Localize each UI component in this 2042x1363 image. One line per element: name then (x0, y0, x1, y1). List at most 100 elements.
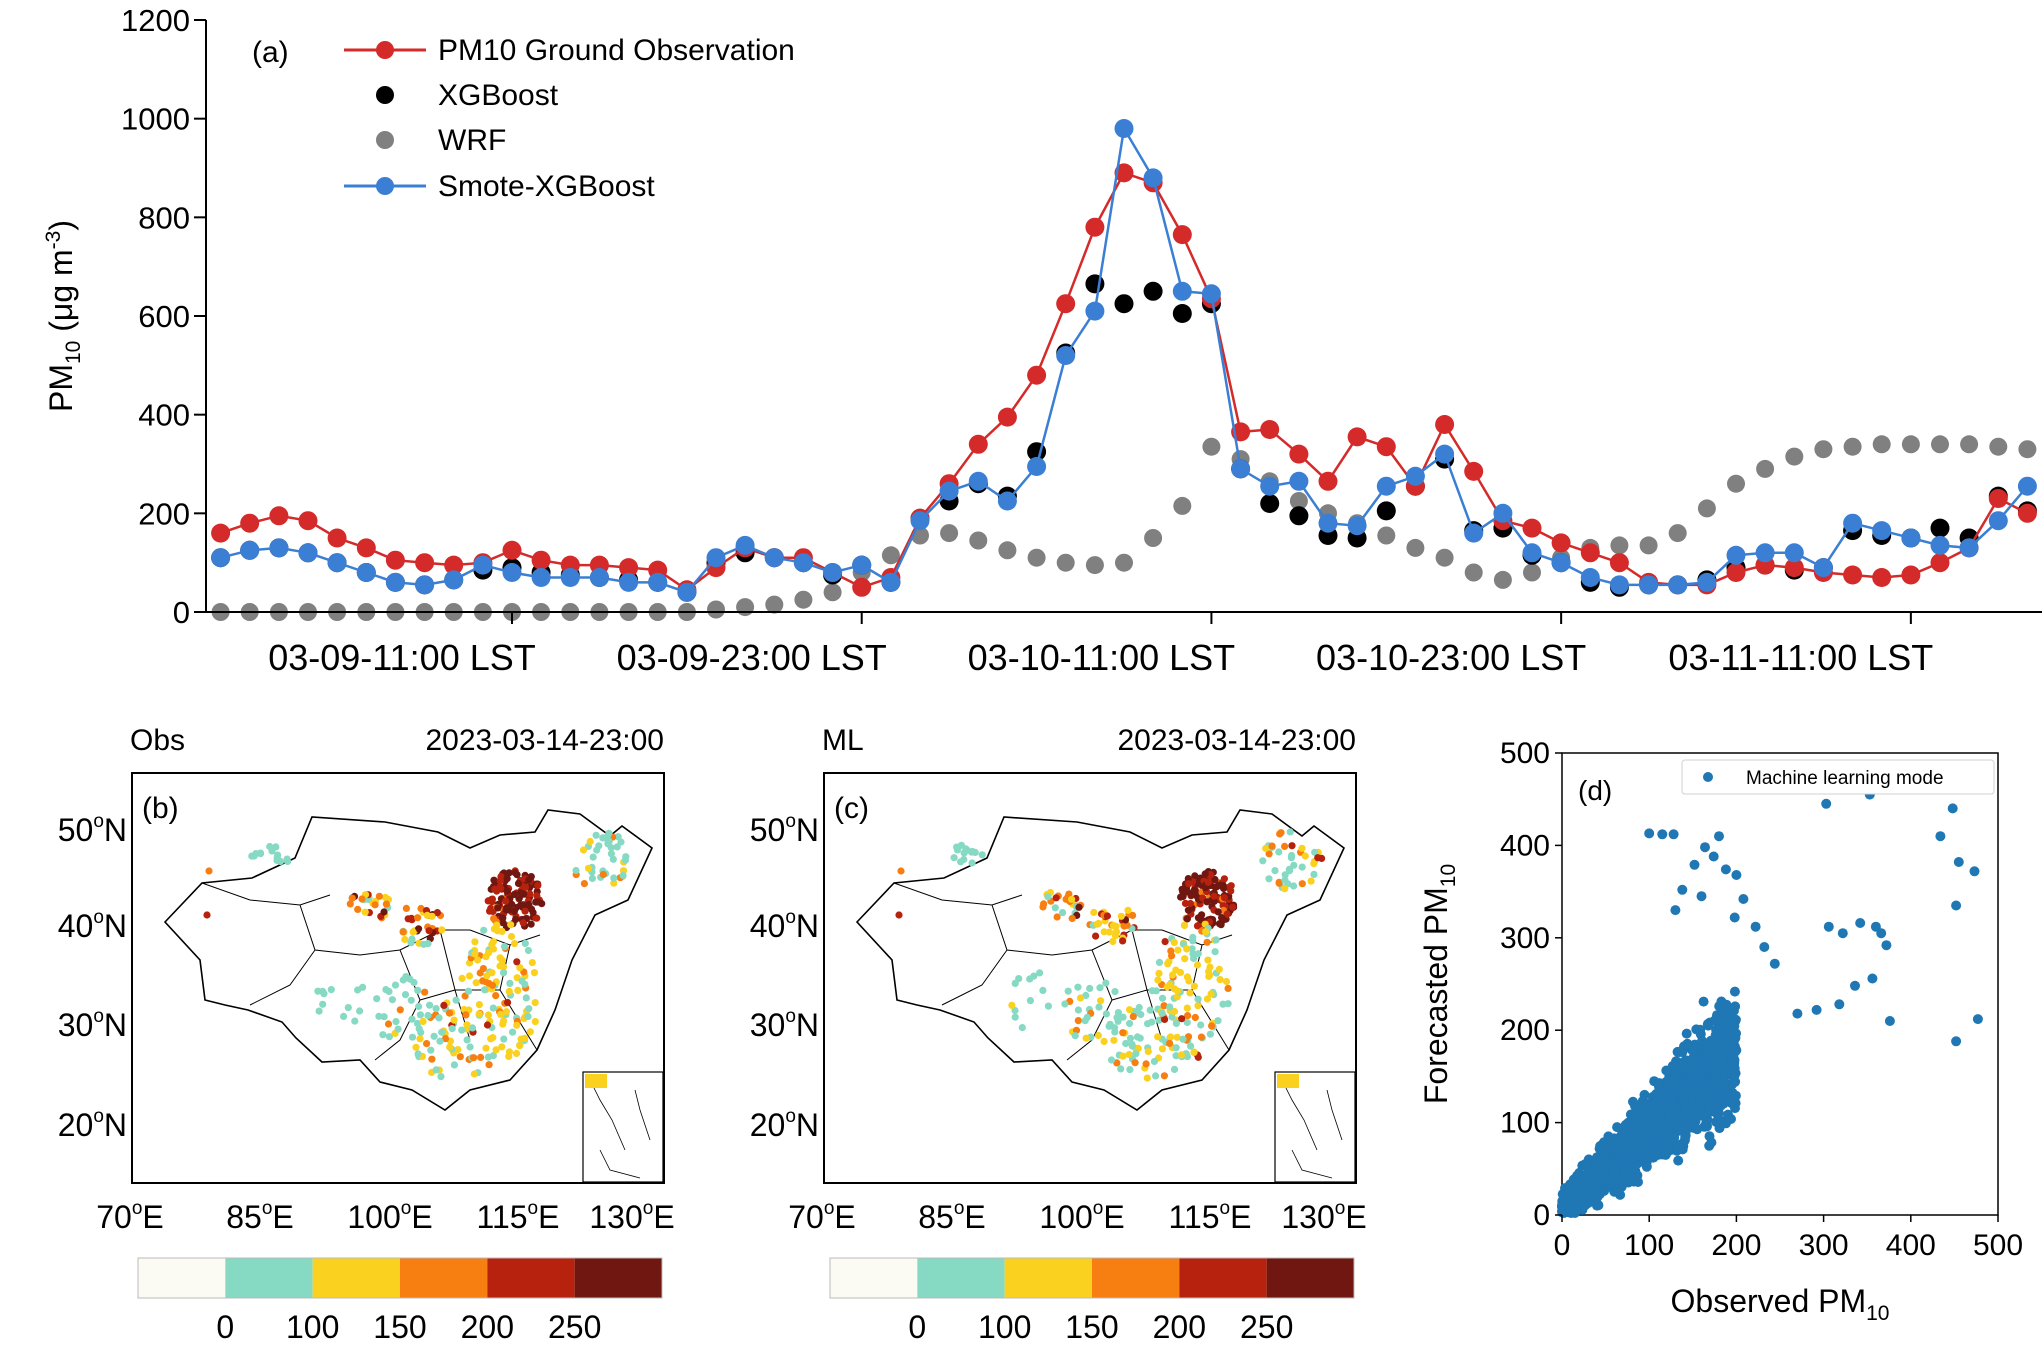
colorbar-swatch (1004, 1258, 1092, 1298)
station-dot (1194, 1002, 1202, 1010)
station-dot (401, 991, 410, 999)
station-dot (1172, 1019, 1180, 1027)
x-tick-label: 03-09-11:00 LST (268, 637, 536, 678)
point-wrf (1523, 563, 1541, 582)
station-dot (356, 1007, 364, 1015)
panel-a-marks (211, 119, 2037, 621)
station-dot (1168, 1013, 1176, 1021)
colorbar-swatch (1179, 1258, 1267, 1298)
panel-c-map-content (855, 809, 1356, 1183)
point-obs (968, 434, 988, 454)
scatter-point (1700, 842, 1710, 853)
station-dot (610, 879, 618, 887)
panel-b-lat-ticks: 50oN 40oN 30oN 20oN (58, 811, 127, 1143)
point-smote (1318, 513, 1338, 533)
station-dot (203, 911, 211, 919)
scatter-point (1640, 1139, 1651, 1149)
panel-b-map-obs: Obs 2023-03-14-23:00 50oN 40oN 30oN 20oN 70… (58, 724, 675, 1345)
station-dot (1214, 908, 1222, 916)
point-wrf (1668, 524, 1687, 543)
station-dot (521, 980, 529, 988)
scatter-point (1668, 1107, 1679, 1117)
point-smote (560, 568, 580, 587)
station-dot (607, 850, 616, 858)
scatter-point (1673, 1155, 1684, 1166)
station-dot (373, 995, 381, 1003)
scatter-point (1730, 1001, 1741, 1012)
station-dot (617, 838, 625, 846)
scatter-point (1724, 1048, 1735, 1059)
station-dot (514, 879, 523, 888)
scatter-point (1593, 1167, 1604, 1178)
legend-marker-smote (376, 177, 394, 195)
station-dot (1211, 875, 1219, 884)
panel-b-map-content (163, 809, 664, 1183)
scatter-point (1580, 1184, 1591, 1195)
station-dot (499, 1020, 507, 1028)
station-dot (1071, 1032, 1079, 1040)
station-dot (1075, 903, 1083, 911)
station-dot (1218, 914, 1226, 922)
station-dot (1281, 885, 1289, 893)
station-dot (1190, 1048, 1198, 1056)
point-obs (1172, 225, 1192, 245)
station-dot (510, 890, 518, 899)
x-tick-label: 300 (1799, 1229, 1849, 1262)
scatter-point (1708, 851, 1719, 862)
point-wrf (1464, 563, 1483, 582)
colorbar-tick-label: 150 (373, 1309, 426, 1345)
scatter-point (1688, 1105, 1699, 1116)
station-dot (375, 892, 383, 900)
station-dot (1172, 1044, 1180, 1052)
station-dot (1215, 920, 1224, 928)
lon-tick-label: 100oE (347, 1198, 432, 1235)
point-smote (502, 563, 522, 582)
legend-marker-obs (376, 41, 394, 59)
station-dot (423, 911, 431, 919)
station-dot (412, 1043, 420, 1051)
station-dot (1053, 913, 1061, 921)
station-dot (498, 927, 506, 936)
point-wrf (1960, 435, 1979, 454)
station-dot (1167, 1033, 1175, 1041)
scatter-point (1947, 803, 1958, 814)
scatter-point (1792, 1008, 1803, 1019)
station-dot (1164, 960, 1172, 968)
legend-label-xgboost: XGBoost (438, 79, 559, 112)
station-dot (1154, 976, 1162, 984)
scatter-point (1712, 1044, 1723, 1055)
station-dot (1112, 928, 1121, 936)
scatter-point (1600, 1175, 1610, 1186)
panel-c-lat-ticks: 50oN 40oN 30oN 20oN (750, 811, 819, 1143)
station-dot (1026, 997, 1034, 1005)
point-wrf (1377, 526, 1396, 545)
point-obs (444, 555, 464, 575)
station-dot (1008, 1001, 1016, 1009)
station-dot (379, 1031, 387, 1039)
scatter-point (1721, 999, 1732, 1010)
station-dot (1286, 828, 1294, 836)
station-dot (392, 1018, 400, 1026)
scatter-point (1706, 1137, 1717, 1148)
scatter-point (1884, 1016, 1895, 1026)
station-dot (348, 894, 356, 902)
station-dot (1227, 887, 1235, 895)
station-dot (1102, 979, 1110, 987)
station-dot (1191, 888, 1199, 896)
station-dot (385, 1033, 393, 1041)
scatter-point (1720, 864, 1731, 875)
y-tick-label: 200 (138, 496, 190, 531)
point-smote (531, 568, 551, 587)
station-dot (1298, 863, 1306, 871)
point-obs (298, 511, 318, 531)
colorbar-tick-label: 150 (1065, 1309, 1118, 1345)
station-dot (1281, 871, 1289, 879)
point-wrf (969, 531, 988, 550)
point-smote (852, 555, 872, 575)
y-tick-label: 0 (173, 595, 190, 630)
panel-c-right-title: 2023-03-14-23:00 (1117, 724, 1356, 757)
scatter-point (1629, 1162, 1640, 1173)
station-dot (496, 877, 504, 885)
point-smote (648, 572, 668, 592)
scatter-point (1668, 829, 1679, 840)
